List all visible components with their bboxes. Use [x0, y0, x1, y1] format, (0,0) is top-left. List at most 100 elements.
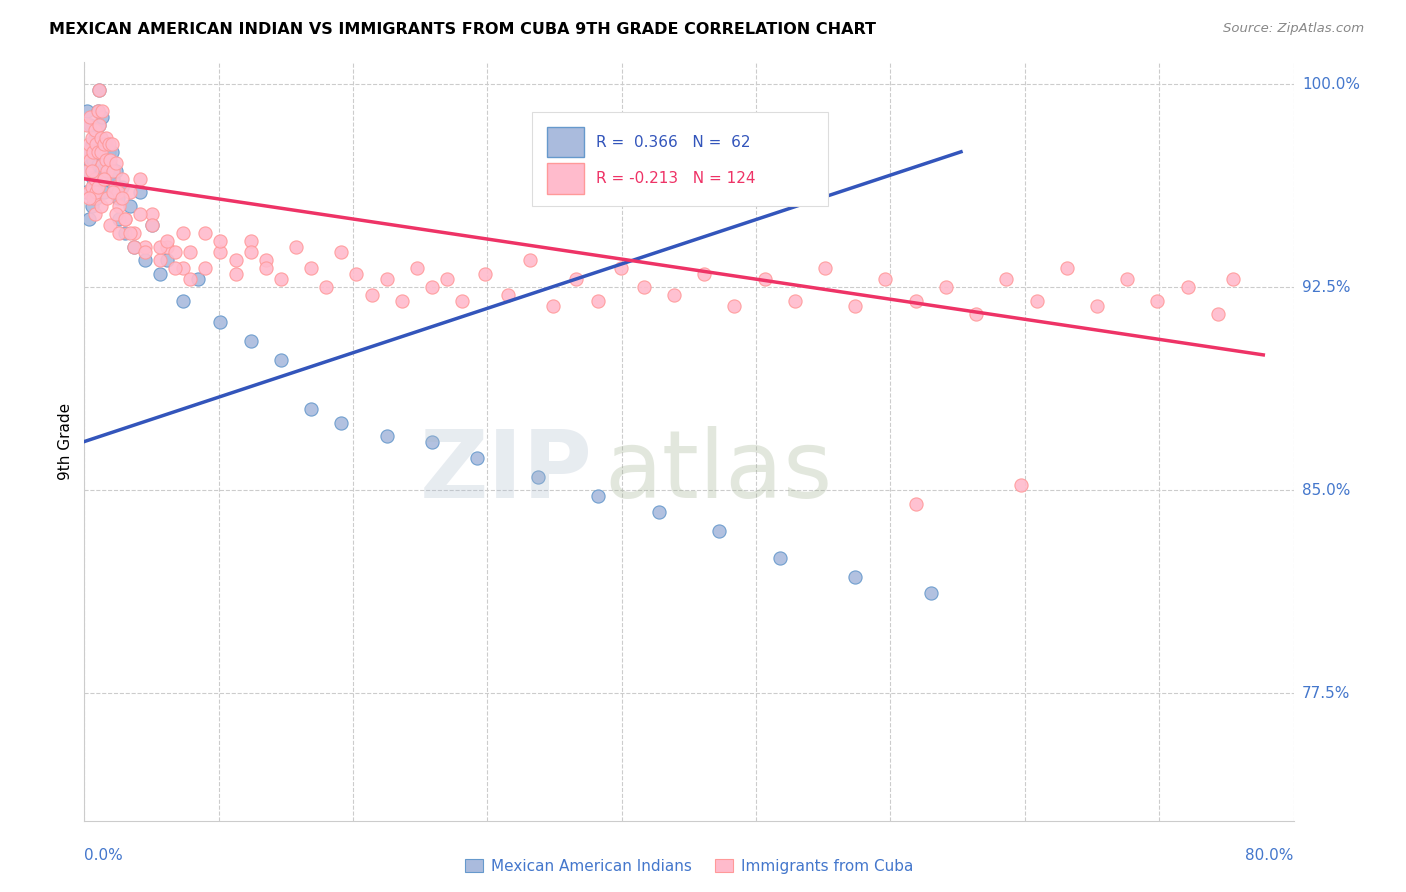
- Point: [84, 207, 107, 221]
- Point: [118, 186, 141, 200]
- Point: [254, 253, 277, 268]
- Point: [1011, 478, 1033, 492]
- Point: [79, 153, 101, 167]
- Point: [375, 272, 398, 286]
- Point: [80, 131, 103, 145]
- Point: [209, 315, 232, 329]
- Point: [90, 199, 112, 213]
- Point: [84, 172, 107, 186]
- Point: [156, 234, 179, 248]
- Point: [111, 172, 134, 186]
- Point: [76, 118, 98, 132]
- Text: atlas: atlas: [605, 425, 832, 518]
- Point: [76, 145, 98, 159]
- Point: [420, 434, 443, 449]
- Point: [89, 82, 111, 96]
- Text: R = -0.213   N = 124: R = -0.213 N = 124: [596, 171, 755, 186]
- Point: [77, 186, 100, 200]
- Point: [80, 199, 103, 213]
- Point: [87, 158, 110, 172]
- Point: [114, 212, 136, 227]
- Point: [209, 234, 232, 248]
- Point: [141, 218, 163, 232]
- Point: [254, 261, 277, 276]
- Point: [76, 104, 98, 119]
- Point: [89, 82, 111, 96]
- Point: [96, 172, 118, 186]
- Point: [239, 245, 262, 260]
- Point: [149, 267, 172, 281]
- Point: [1146, 293, 1168, 308]
- Point: [91, 104, 114, 119]
- Point: [77, 136, 100, 151]
- Point: [179, 272, 201, 286]
- Point: [105, 207, 128, 221]
- Point: [299, 261, 322, 276]
- Point: [496, 288, 519, 302]
- Point: [149, 253, 172, 268]
- Point: [330, 416, 353, 430]
- Point: [89, 118, 111, 132]
- Point: [75, 145, 97, 159]
- Point: [588, 293, 610, 308]
- Point: [90, 145, 112, 159]
- Point: [935, 280, 957, 294]
- Text: R =  0.366   N =  62: R = 0.366 N = 62: [596, 135, 751, 150]
- Point: [91, 163, 114, 178]
- Point: [519, 253, 541, 268]
- Point: [118, 226, 141, 240]
- Point: [86, 136, 108, 151]
- Text: Source: ZipAtlas.com: Source: ZipAtlas.com: [1223, 22, 1364, 36]
- Point: [86, 186, 108, 200]
- Point: [588, 489, 610, 503]
- Point: [693, 267, 716, 281]
- Point: [285, 239, 308, 253]
- Point: [97, 136, 120, 151]
- Point: [1056, 261, 1078, 276]
- Point: [94, 131, 117, 145]
- Point: [709, 524, 731, 538]
- Point: [94, 153, 117, 167]
- Point: [101, 186, 124, 200]
- Point: [122, 239, 145, 253]
- Point: [104, 180, 127, 194]
- Point: [129, 186, 152, 200]
- Point: [474, 267, 496, 281]
- Point: [179, 245, 201, 260]
- Point: [225, 267, 247, 281]
- Point: [187, 272, 209, 286]
- Point: [108, 212, 131, 227]
- Point: [118, 199, 141, 213]
- Point: [844, 299, 866, 313]
- Point: [129, 172, 152, 186]
- Point: [108, 199, 131, 213]
- Point: [84, 123, 107, 137]
- Text: 80.0%: 80.0%: [1246, 848, 1294, 863]
- Point: [82, 191, 104, 205]
- Point: [209, 245, 232, 260]
- Point: [239, 234, 262, 248]
- Point: [391, 293, 413, 308]
- Point: [141, 207, 163, 221]
- Point: [87, 145, 110, 159]
- Text: 85.0%: 85.0%: [1302, 483, 1350, 498]
- Point: [105, 155, 128, 169]
- Point: [84, 180, 107, 194]
- Point: [108, 226, 131, 240]
- Point: [93, 145, 115, 159]
- Point: [93, 186, 115, 200]
- Point: [98, 153, 121, 167]
- Point: [114, 226, 136, 240]
- Point: [633, 280, 655, 294]
- Point: [87, 104, 110, 119]
- Point: [122, 239, 145, 253]
- Point: [90, 131, 112, 145]
- Point: [129, 207, 152, 221]
- Point: [134, 253, 156, 268]
- Point: [904, 497, 927, 511]
- Point: [77, 191, 100, 205]
- Point: [172, 226, 194, 240]
- Text: 0.0%: 0.0%: [84, 848, 124, 863]
- Point: [1025, 293, 1047, 308]
- Point: [77, 212, 100, 227]
